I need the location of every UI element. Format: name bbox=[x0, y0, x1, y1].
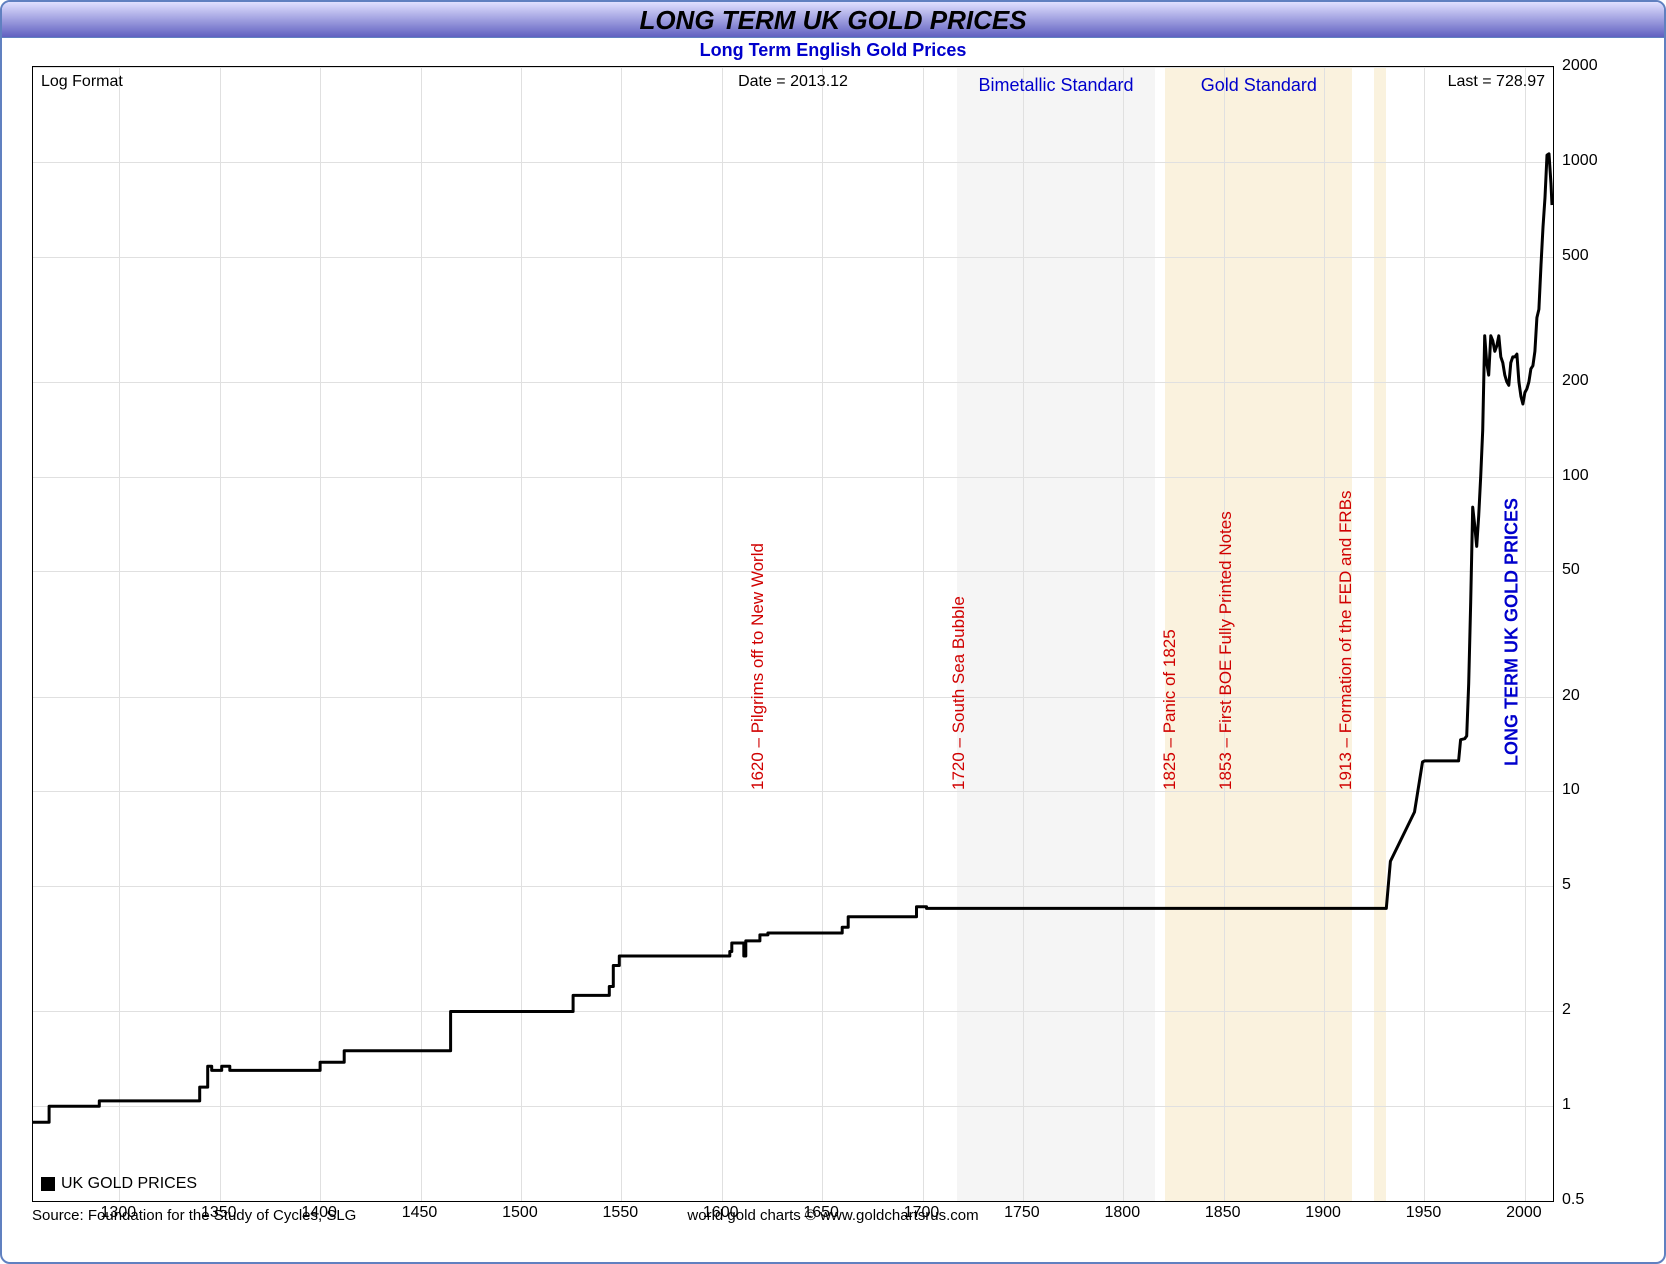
y-tick-label: 10 bbox=[1562, 781, 1580, 799]
chart-subtitle: Long Term English Gold Prices bbox=[2, 40, 1664, 61]
plot-wrap: Log Format Date = 2013.12 Last = 728.97 … bbox=[32, 66, 1554, 1202]
x-tick-label: 1800 bbox=[1105, 1204, 1141, 1222]
x-tick-label: 1550 bbox=[603, 1204, 639, 1222]
y-tick-label: 500 bbox=[1562, 247, 1589, 265]
event-label: 1913 – Formation of the FED and FRBs bbox=[1336, 491, 1356, 791]
x-tick-label: 1500 bbox=[502, 1204, 538, 1222]
chart-frame: LONG TERM UK GOLD PRICES Long Term Engli… bbox=[0, 0, 1666, 1264]
legend-swatch bbox=[41, 1177, 55, 1191]
y-tick-label: 20 bbox=[1562, 687, 1580, 705]
x-tick-label: 1450 bbox=[402, 1204, 438, 1222]
x-tick-label: 1900 bbox=[1305, 1204, 1341, 1222]
last-label: Last = 728.97 bbox=[1448, 73, 1545, 91]
y-tick-label: 50 bbox=[1562, 561, 1580, 579]
x-tick-label: 2000 bbox=[1506, 1204, 1542, 1222]
x-tick-label: 1950 bbox=[1406, 1204, 1442, 1222]
event-label: 1620 – Pilgrims off to New World bbox=[748, 543, 768, 790]
y-tick-label: 2 bbox=[1562, 1001, 1571, 1019]
chart-title: LONG TERM UK GOLD PRICES bbox=[2, 2, 1664, 38]
legend-label: UK GOLD PRICES bbox=[61, 1175, 197, 1193]
era-label: Gold Standard bbox=[1201, 75, 1317, 96]
format-label: Log Format bbox=[41, 73, 123, 91]
gridline bbox=[33, 1201, 1553, 1202]
legend: UK GOLD PRICES bbox=[41, 1175, 197, 1193]
price-line bbox=[33, 67, 1553, 1201]
footer-credit: world gold charts © www.goldchartsrus.co… bbox=[687, 1207, 978, 1224]
footer-source: Source: Foundation for the Study of Cycl… bbox=[32, 1207, 356, 1224]
y-tick-label: 1 bbox=[1562, 1096, 1571, 1114]
x-tick-label: 1850 bbox=[1205, 1204, 1241, 1222]
right-axis-label: LONG TERM UK GOLD PRICES bbox=[1501, 498, 1522, 766]
y-tick-label: 200 bbox=[1562, 372, 1589, 390]
event-label: 1825 – Panic of 1825 bbox=[1160, 629, 1180, 790]
date-label: Date = 2013.12 bbox=[738, 73, 848, 91]
x-tick-label: 1750 bbox=[1004, 1204, 1040, 1222]
event-label: 1853 – First BOE Fully Printed Notes bbox=[1216, 511, 1236, 790]
y-tick-label: 0.5 bbox=[1562, 1191, 1584, 1209]
y-tick-label: 2000 bbox=[1562, 57, 1598, 75]
event-label: 1720 – South Sea Bubble bbox=[949, 596, 969, 790]
era-label: Bimetallic Standard bbox=[978, 75, 1133, 96]
y-tick-label: 100 bbox=[1562, 467, 1589, 485]
y-tick-label: 5 bbox=[1562, 876, 1571, 894]
plot-area: Log Format Date = 2013.12 Last = 728.97 … bbox=[32, 66, 1554, 1202]
y-tick-label: 1000 bbox=[1562, 152, 1598, 170]
